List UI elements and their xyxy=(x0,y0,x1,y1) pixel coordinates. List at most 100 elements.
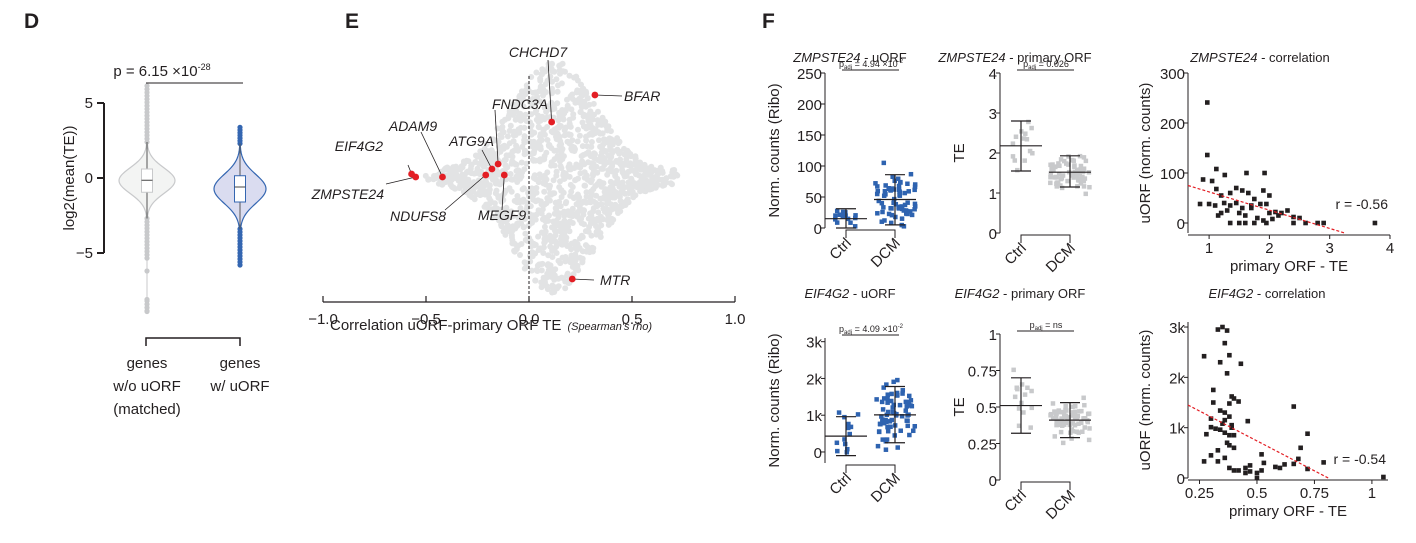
data-point xyxy=(904,209,910,214)
gene-label: NDUFS8 xyxy=(390,208,446,224)
data-point xyxy=(1197,201,1203,207)
data-point xyxy=(875,184,880,189)
data-point xyxy=(883,447,889,452)
data-point xyxy=(570,114,577,121)
data-point xyxy=(549,289,556,296)
pvalue-sub: adj xyxy=(844,65,852,71)
subplot-title-suffix: - uORF xyxy=(849,286,895,301)
pvalue-p: p xyxy=(839,59,844,69)
data-point xyxy=(1081,395,1086,401)
data-point xyxy=(528,185,535,192)
data-point xyxy=(567,256,574,263)
data-point xyxy=(589,116,596,123)
data-point xyxy=(521,147,528,154)
data-point xyxy=(580,207,587,214)
data-point xyxy=(452,175,459,182)
data-point xyxy=(588,164,595,171)
data-point xyxy=(1051,167,1056,172)
data-point xyxy=(526,211,533,218)
x-tick-label: 0.0 xyxy=(519,311,540,328)
data-point xyxy=(1261,218,1266,223)
data-point xyxy=(891,410,897,416)
data-point xyxy=(447,175,454,182)
panel-d-group-bracket xyxy=(145,337,241,346)
data-point xyxy=(464,169,471,176)
data-point xyxy=(597,195,604,202)
y-tick-label: 0 xyxy=(814,221,822,238)
panel-f-subplot-zmpste24-correlation: ZMPSTE24 - correlation 0 100 200 300 uORF (no… xyxy=(1137,50,1394,275)
data-point xyxy=(531,148,538,155)
category-bracket xyxy=(845,464,896,473)
data-point xyxy=(523,206,530,213)
panel-f-subplot-zmpste24-uorf: ZMPSTE24 - uORF 0 50 100 150 200 250 Norm. coun… xyxy=(766,50,918,271)
data-point xyxy=(511,240,518,247)
data-point xyxy=(879,399,885,405)
data-point xyxy=(1236,399,1241,404)
data-point xyxy=(1048,180,1053,186)
data-point xyxy=(904,399,910,405)
data-point xyxy=(1217,408,1223,413)
data-point xyxy=(1321,460,1326,465)
y-axis-label: TE xyxy=(951,143,968,162)
data-point xyxy=(855,412,861,417)
data-point xyxy=(1201,353,1207,359)
data-point xyxy=(556,62,563,69)
data-point xyxy=(590,245,597,252)
data-point xyxy=(1028,425,1033,430)
data-point xyxy=(540,100,547,107)
data-point xyxy=(840,213,846,219)
gene-label: ATG9A xyxy=(448,133,494,149)
data-point xyxy=(1231,396,1237,401)
data-point xyxy=(1201,459,1207,464)
subplot-title-gene: EIF4G2 xyxy=(804,286,850,301)
pvalue-value: = 4.94 ×10 xyxy=(852,59,898,69)
data-point xyxy=(1210,400,1216,405)
data-point xyxy=(627,153,634,160)
data-point xyxy=(508,188,515,195)
data-point xyxy=(1227,352,1232,358)
data-point xyxy=(508,176,515,183)
data-point xyxy=(557,70,563,77)
data-point xyxy=(552,266,559,273)
data-point xyxy=(620,171,627,177)
data-point xyxy=(586,101,593,108)
data-point xyxy=(1210,387,1216,393)
data-point xyxy=(1054,184,1060,189)
data-point xyxy=(1077,153,1083,159)
data-point xyxy=(447,169,454,176)
data-point xyxy=(486,190,492,197)
data-point xyxy=(1227,190,1233,196)
data-point xyxy=(567,131,574,138)
data-point xyxy=(564,102,571,109)
data-point xyxy=(607,128,614,135)
data-point xyxy=(1261,188,1266,193)
panel-d-y-axis: 5 0 −5 xyxy=(76,95,105,262)
data-point xyxy=(542,228,549,235)
data-point xyxy=(640,163,647,170)
data-point xyxy=(875,211,880,216)
data-point xyxy=(898,179,903,185)
data-point xyxy=(905,181,910,186)
data-point xyxy=(523,86,530,93)
data-point xyxy=(885,396,890,401)
data-point xyxy=(834,440,840,446)
subplot-title: EIF4G2 - primary ORF xyxy=(955,286,1086,301)
data-point xyxy=(549,85,555,92)
data-point xyxy=(657,167,664,174)
data-point xyxy=(592,200,599,206)
data-point xyxy=(889,212,895,218)
subplot-title-gene: EIF4G2 xyxy=(955,286,1001,301)
highlight-point xyxy=(500,171,508,179)
data-point xyxy=(1058,429,1064,435)
y-tick-label: 0.75 xyxy=(968,364,997,381)
data-point xyxy=(1054,422,1059,428)
x-tick-label: 0.75 xyxy=(1300,485,1329,502)
data-point xyxy=(1255,215,1260,221)
data-point xyxy=(543,149,550,156)
data-point xyxy=(1050,401,1056,406)
data-point xyxy=(1264,220,1269,226)
data-point xyxy=(1279,210,1284,216)
data-point xyxy=(1063,408,1069,413)
data-point xyxy=(907,432,912,438)
